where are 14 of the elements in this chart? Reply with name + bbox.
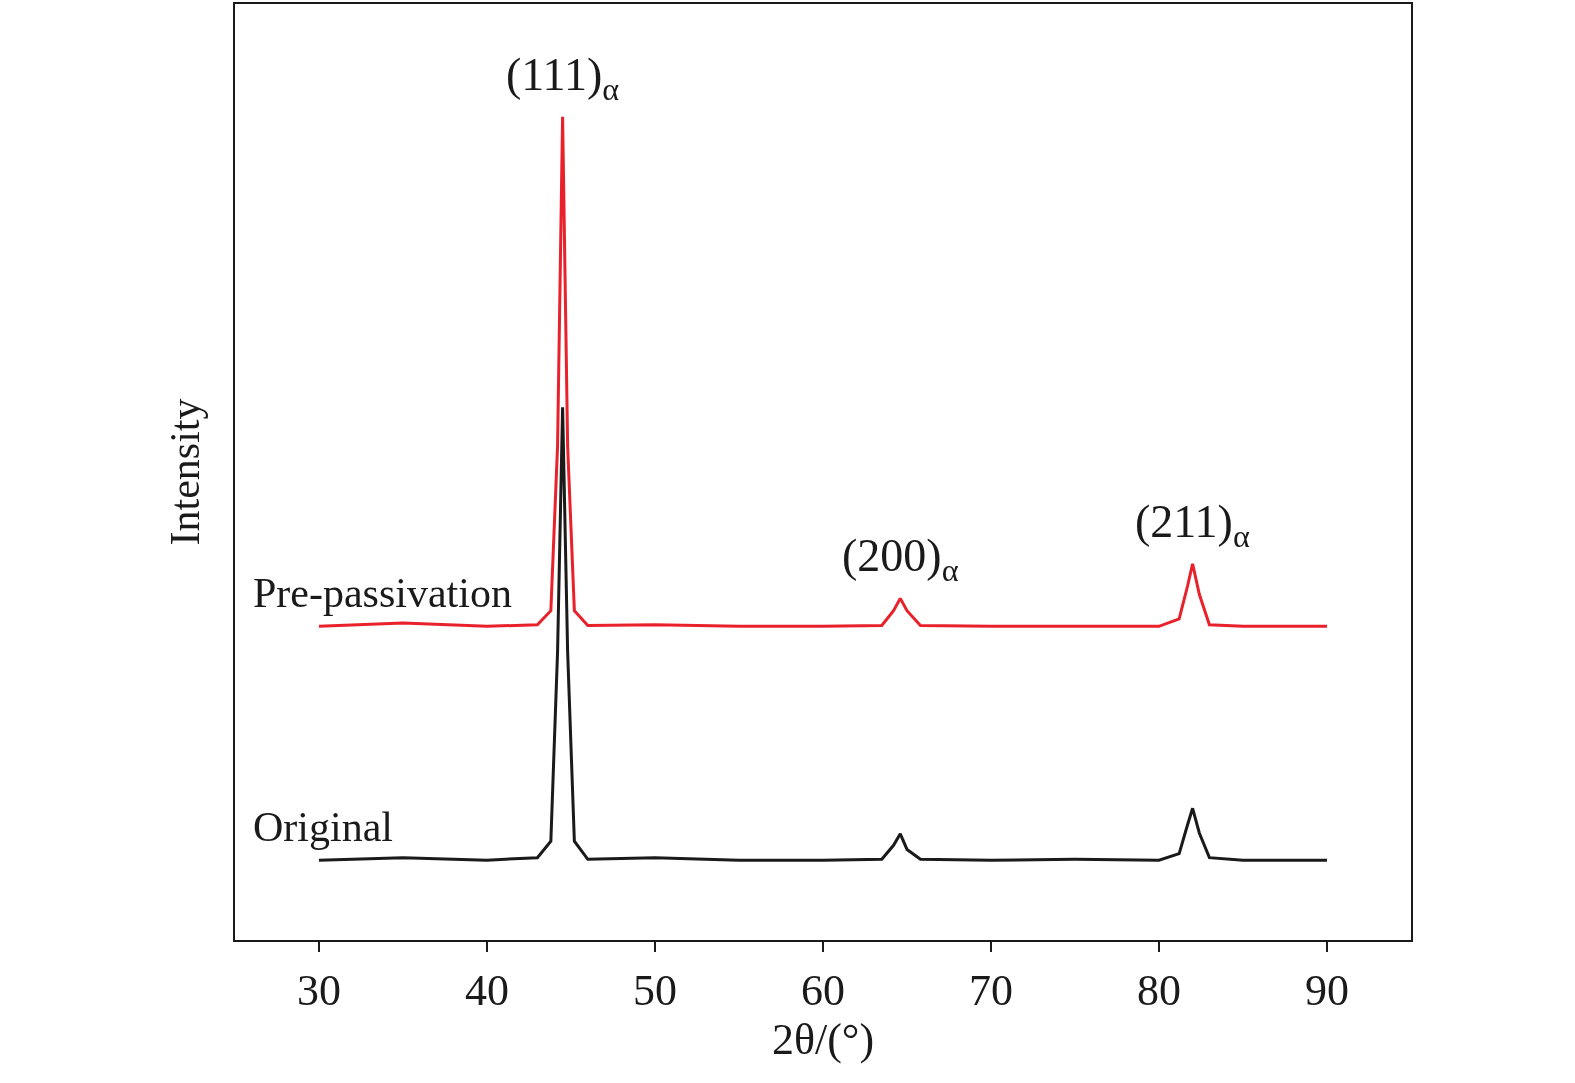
- x-axis-title: 2θ/(°): [771, 1014, 875, 1064]
- x-tick-label: 90: [1305, 965, 1349, 1015]
- x-tick-label: 80: [1137, 965, 1181, 1015]
- series-label: Pre-passivation: [253, 570, 512, 616]
- x-tick-label: 50: [633, 965, 677, 1015]
- x-tick-label: 60: [801, 965, 845, 1015]
- x-tick-label: 70: [969, 965, 1013, 1015]
- y-axis-title: Intensity: [162, 398, 209, 546]
- annotation: (111)$_{α}$: [506, 49, 620, 107]
- series-label: Original: [253, 804, 393, 850]
- x-tick-label: 30: [297, 965, 341, 1015]
- annotation: (200)$_{α}$: [842, 530, 959, 588]
- annotation: (211)$_{α}$: [1135, 496, 1250, 554]
- x-tick-label: 40: [465, 965, 509, 1015]
